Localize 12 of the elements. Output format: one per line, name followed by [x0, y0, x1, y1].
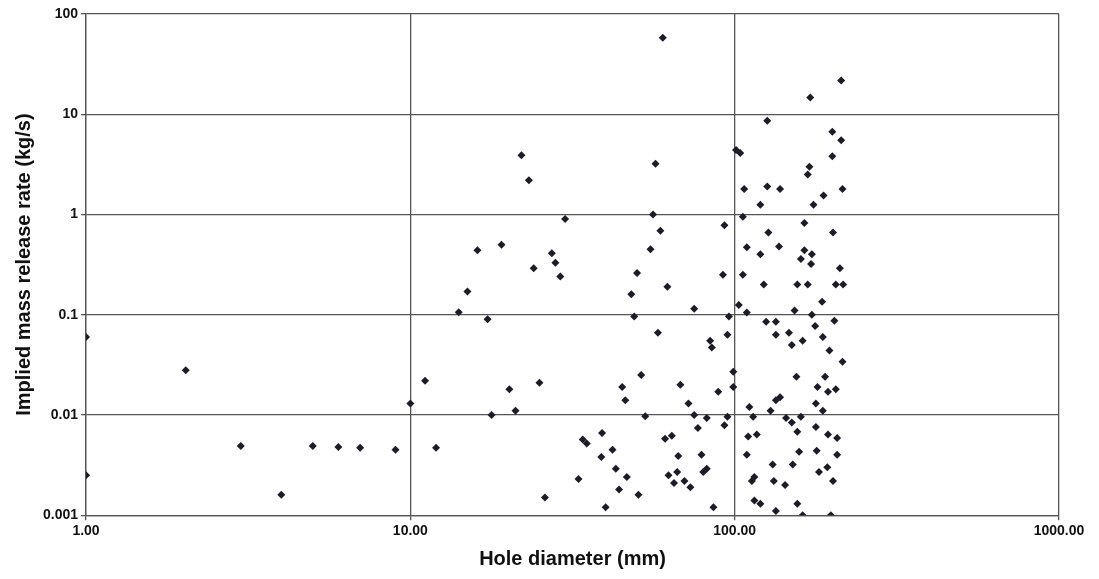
y-tick-label: 10: [62, 105, 79, 122]
x-tick-label: 100.00: [713, 522, 757, 539]
x-axis-title: Hole diameter (mm): [479, 546, 666, 569]
y-tick-label: 0.001: [42, 506, 79, 523]
y-tick-label: 0.01: [50, 405, 79, 422]
x-tick-label: 1000.00: [1033, 522, 1085, 539]
y-tick-label: 100: [54, 4, 79, 21]
y-axis-title: Implied mass release rate (kg/s): [11, 113, 34, 416]
x-tick-label: 10.00: [392, 522, 429, 539]
y-tick-label: 1: [70, 205, 79, 222]
x-tick-label: 1.00: [72, 522, 100, 539]
y-tick-label: 0.1: [58, 305, 79, 322]
